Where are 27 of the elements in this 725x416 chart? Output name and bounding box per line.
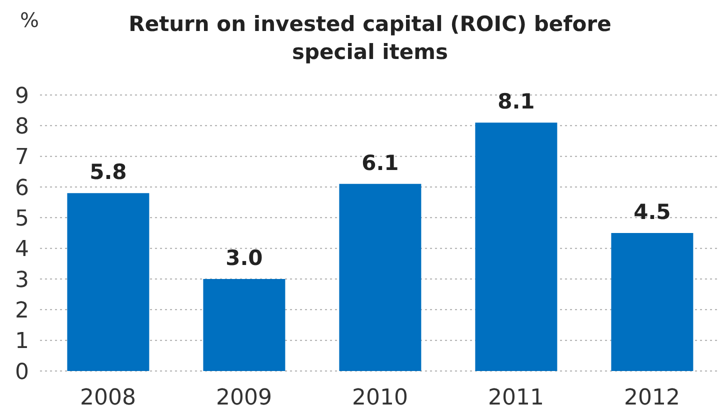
data-label: 5.8 (90, 160, 127, 184)
bar (203, 279, 286, 371)
bar (475, 122, 558, 371)
y-tick-label: 0 (15, 360, 29, 385)
data-label: 8.1 (498, 90, 535, 114)
y-tick-label: 9 (15, 84, 29, 109)
x-tick-label: 2010 (352, 386, 408, 411)
data-label: 6.1 (362, 150, 399, 175)
y-axis-title: % (20, 8, 40, 32)
x-tick-label: 2011 (488, 386, 544, 411)
data-label: 3.0 (226, 246, 263, 270)
x-tick-label: 2012 (624, 386, 680, 411)
x-tick-label: 2009 (216, 386, 272, 411)
bar (339, 184, 422, 371)
y-tick-label: 3 (15, 268, 29, 293)
y-tick-label: 6 (15, 176, 29, 201)
y-tick-label: 1 (15, 329, 29, 354)
bar (67, 193, 150, 371)
data-label: 4.5 (634, 200, 671, 224)
y-tick-label: 5 (15, 206, 29, 232)
bar (611, 233, 694, 371)
y-tick-label: 8 (15, 114, 29, 140)
x-tick-label: 2008 (80, 386, 136, 411)
y-tick-label: 4 (15, 237, 29, 262)
chart-title: Return on invested capital (ROIC) before special items (128, 11, 612, 66)
y-tick-label: 2 (15, 298, 29, 324)
y-tick-label: 7 (15, 145, 29, 170)
